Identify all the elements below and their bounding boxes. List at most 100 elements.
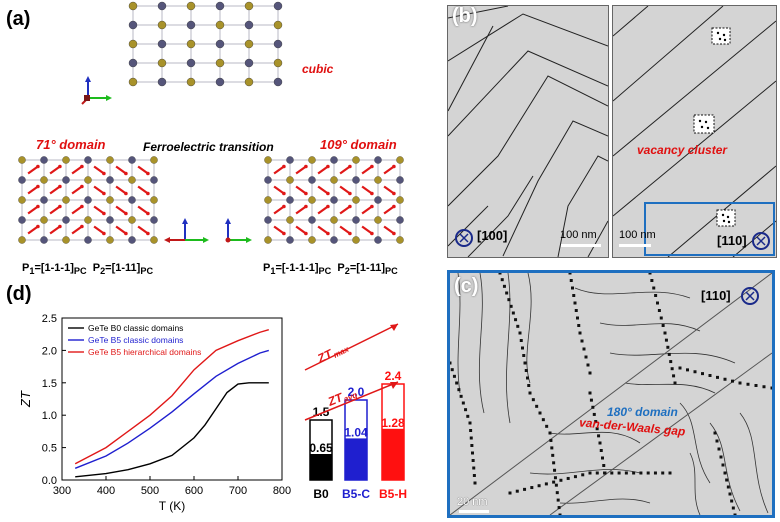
vdw-dot [471, 451, 474, 455]
polarization-arrow [71, 165, 83, 175]
vdw-dot [522, 354, 526, 357]
vdw-dot [656, 301, 659, 305]
vdw-dot [574, 309, 578, 312]
vdw-dot [502, 284, 506, 288]
category-label: B5-C [342, 487, 370, 501]
vdw-dot [557, 506, 561, 510]
atom [286, 196, 294, 204]
atom [150, 216, 158, 224]
vdw-dot [576, 316, 579, 320]
vdw-dot [524, 369, 528, 372]
atom [273, 20, 283, 30]
vdw-dot [726, 485, 730, 489]
vdw-dot [452, 374, 456, 378]
polarization-arrow [383, 205, 395, 215]
atom [18, 236, 26, 244]
zt-avg-label: 0.65 [309, 441, 333, 455]
vdw-dot [581, 473, 585, 477]
atom [308, 236, 316, 244]
vdw-dot [657, 309, 661, 312]
zt-max-label: 2.0 [348, 385, 365, 399]
atom [40, 216, 48, 224]
atom [128, 39, 138, 49]
scale-bar-zoom [459, 510, 489, 513]
vdw-dot [545, 424, 549, 428]
vdw-dot [716, 375, 719, 379]
vdw-dot [566, 476, 570, 480]
vdw-dot [746, 382, 750, 386]
polarization-arrow [361, 225, 373, 235]
atom [308, 156, 316, 164]
vdw-dot [588, 371, 592, 375]
polarization-arrow [49, 225, 61, 235]
atom [128, 77, 138, 87]
vdw-dot [541, 418, 545, 422]
vdw-dot [673, 381, 677, 385]
tem-image-100 [447, 5, 609, 258]
polarization-arrow [27, 185, 39, 195]
vdw-dot [515, 489, 519, 493]
vdw-dot [713, 431, 717, 435]
x-tick-label: 500 [141, 485, 159, 497]
vdw-dot [721, 463, 725, 467]
atom [273, 1, 283, 11]
y-tick-label: 2.0 [42, 345, 57, 357]
cross-icon [455, 229, 473, 247]
vdw-dot [472, 466, 476, 470]
atom [62, 196, 70, 204]
atom [352, 196, 360, 204]
vacancy-cluster-icons [693, 27, 736, 227]
vdw-dot [654, 294, 658, 297]
legend-entry: GeTe B0 classic domains [88, 323, 183, 333]
atom [308, 196, 316, 204]
vdw-dot [508, 491, 512, 495]
atom [396, 196, 404, 204]
polarization-arrow [115, 165, 127, 175]
polarization-arrow [71, 205, 83, 215]
bar-zt-avg [310, 454, 332, 480]
atom [330, 196, 338, 204]
scale-bar-left [561, 244, 601, 247]
vdw-dot [731, 379, 734, 383]
atom [215, 39, 225, 49]
polarization-arrow [317, 165, 329, 175]
atom [106, 156, 114, 164]
atom [128, 236, 136, 244]
atom [244, 58, 254, 68]
zt-line-chart: 300 400 500 600 700 800 0.0 0.5 1.0 1.5 2.0 2.5 T (K… [18, 313, 291, 513]
series-line [74, 328, 269, 465]
atom [157, 39, 167, 49]
atom [186, 77, 196, 87]
panel-c-label: (c) [454, 275, 479, 297]
vdw-dot [553, 468, 557, 472]
vdw-dot [523, 361, 527, 365]
axis-triad-mid [164, 218, 209, 243]
vdw-dot [661, 471, 665, 475]
vdw-dot [588, 391, 592, 395]
vdw-dot [554, 483, 558, 487]
vdw-dot [728, 492, 732, 496]
polarization-arrow [383, 165, 395, 175]
zt-avg-label: 1.04 [344, 425, 368, 439]
vdw-dot [586, 363, 590, 367]
vdw-dot [632, 471, 636, 475]
vdw-dot [469, 429, 473, 432]
vdw-dot [664, 338, 668, 342]
vdw-dot [595, 471, 599, 475]
atom [374, 236, 382, 244]
zt-max-label: 2.4 [385, 369, 402, 383]
polarization-arrow [273, 185, 285, 195]
atom [84, 156, 92, 164]
scale-bar-right [619, 244, 651, 247]
vdw-dot [555, 491, 559, 495]
atom [273, 77, 283, 87]
atom [330, 216, 338, 224]
vdw-dot [610, 471, 614, 475]
x-tick-label: 600 [185, 485, 203, 497]
vdw-dot [723, 377, 727, 381]
vdw-dot [507, 298, 511, 302]
vdw-dot [511, 311, 515, 315]
legend-entry: GeTe B5 classic domains [88, 335, 183, 345]
atom [352, 156, 360, 164]
